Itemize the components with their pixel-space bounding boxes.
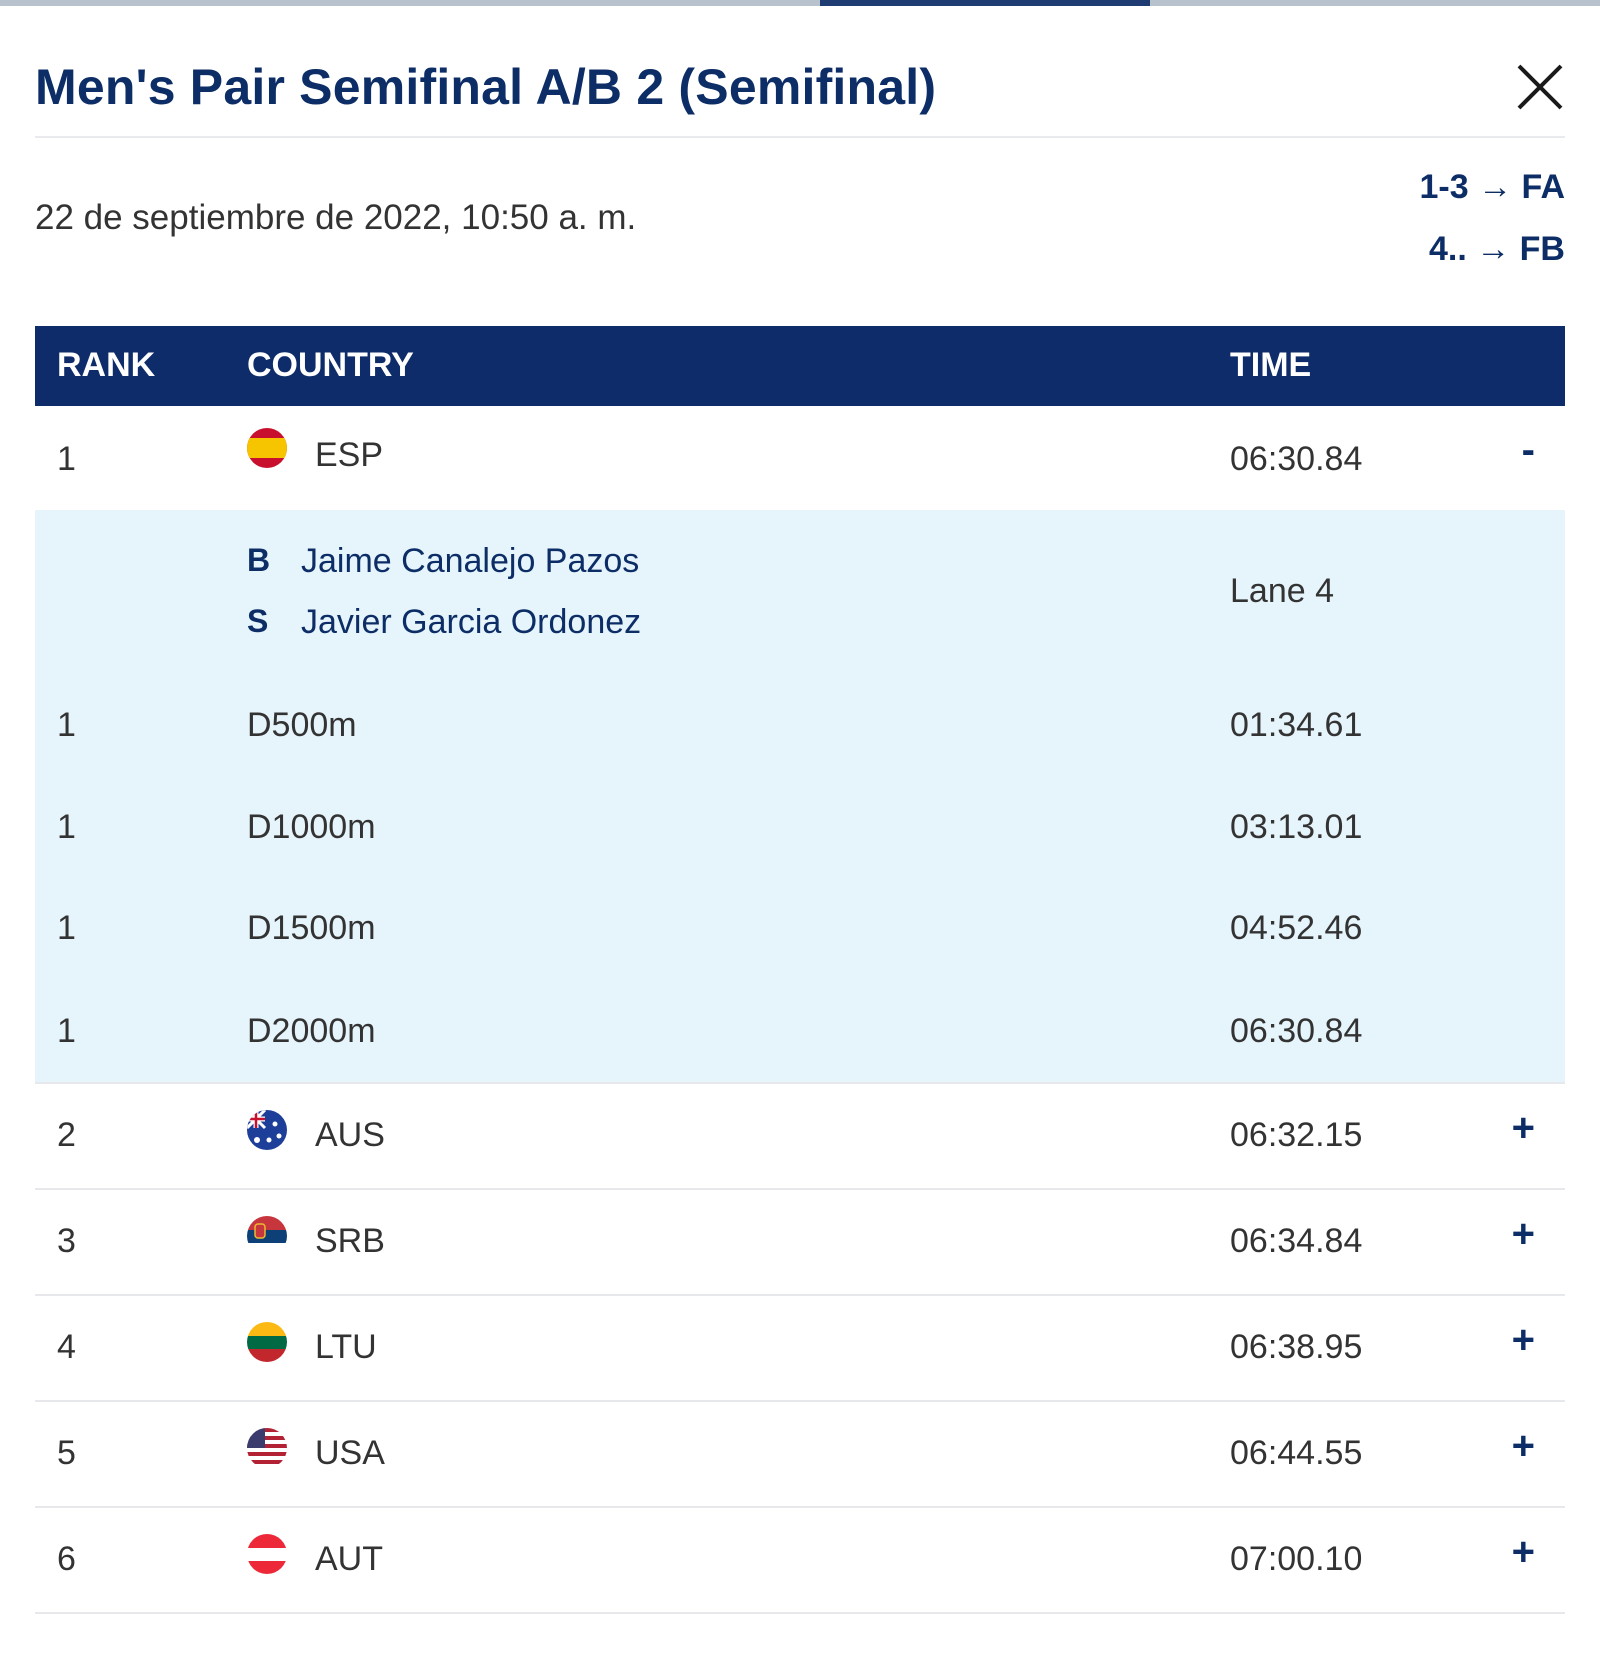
split-rank: 1: [57, 808, 76, 846]
rank-cell: 6: [57, 1540, 76, 1578]
split-rank: 1: [57, 706, 76, 744]
country-cell: AUT: [315, 1540, 383, 1578]
rank-cell: 3: [57, 1222, 76, 1260]
time-cell: 06:38.95: [1230, 1328, 1363, 1366]
expand-toggle[interactable]: +: [1511, 1530, 1535, 1574]
country-cell: SRB: [315, 1222, 385, 1260]
race-date: 22 de septiembre de 2022, 10:50 a. m.: [35, 198, 637, 237]
crew-name[interactable]: Jaime Canalejo Pazos: [301, 542, 640, 580]
expand-toggle[interactable]: +: [1511, 1106, 1535, 1150]
row-divider: [35, 1082, 1565, 1084]
row-divider: [35, 1188, 1565, 1190]
crew-role: B: [247, 542, 271, 578]
split-time: 04:52.46: [1230, 909, 1363, 947]
table-row[interactable]: 5 USA 06:44.55 +: [35, 1402, 1565, 1506]
table-header: RANK COUNTRY TIME: [35, 326, 1565, 406]
row-detail-panel: B Jaime Canalejo Pazos S Javier Garcia O…: [35, 510, 1565, 1082]
header-rank: RANK: [57, 346, 156, 384]
split-time: 06:30.84: [1230, 1012, 1363, 1050]
rank-cell: 4: [57, 1328, 76, 1366]
table-row[interactable]: 1 ESP 06:30.84 -: [35, 406, 1565, 510]
split-rank: 1: [57, 1012, 76, 1050]
top-page-bar-segment: [820, 0, 1150, 6]
expand-toggle[interactable]: +: [1511, 1212, 1535, 1256]
country-cell: ESP: [315, 436, 384, 474]
rank-cell: 5: [57, 1434, 76, 1472]
table-row[interactable]: 6 AUT 07:00.10 +: [35, 1508, 1565, 1612]
title-divider: [35, 136, 1565, 138]
row-divider: [35, 1400, 1565, 1402]
flag-ltu-icon: [247, 1322, 287, 1362]
split-distance: D1500m: [247, 909, 376, 947]
split-rank: 1: [57, 909, 76, 947]
row-divider: [35, 1612, 1565, 1614]
close-icon: [1517, 64, 1563, 110]
time-cell: 06:44.55: [1230, 1434, 1363, 1472]
table-row[interactable]: 2 AUS 06:32.15 +: [35, 1084, 1565, 1188]
split-distance: D500m: [247, 706, 357, 744]
flag-usa-icon: [247, 1428, 287, 1468]
lane-label: Lane 4: [1230, 572, 1334, 610]
split-time: 03:13.01: [1230, 808, 1363, 846]
top-page-bar: [0, 0, 1600, 6]
flag-esp-icon: [247, 428, 287, 468]
time-cell: 07:00.10: [1230, 1540, 1363, 1578]
rank-cell: 1: [57, 440, 76, 478]
split-time: 01:34.61: [1230, 706, 1363, 744]
country-cell: USA: [315, 1434, 385, 1472]
flag-aut-icon: [247, 1534, 287, 1574]
progression-rule-1: 1-3 → FA: [1419, 168, 1565, 206]
table-row[interactable]: 4 LTU 06:38.95 +: [35, 1296, 1565, 1400]
split-distance: D1000m: [247, 808, 376, 846]
progression-rule-2: 4.. → FB: [1428, 230, 1565, 268]
time-cell: 06:32.15: [1230, 1116, 1363, 1154]
modal-title: Men's Pair Semifinal A/B 2 (Semifinal): [35, 59, 937, 115]
header-time: TIME: [1230, 346, 1312, 384]
header-country: COUNTRY: [247, 346, 414, 384]
expand-toggle[interactable]: +: [1511, 1318, 1535, 1362]
flag-srb-icon: [247, 1216, 287, 1256]
flag-aus-icon: [247, 1110, 287, 1150]
rank-cell: 2: [57, 1116, 76, 1154]
row-divider: [35, 1506, 1565, 1508]
split-distance: D2000m: [247, 1012, 376, 1050]
table-row[interactable]: 3 SRB 06:34.84 +: [35, 1190, 1565, 1294]
expand-toggle[interactable]: +: [1511, 1424, 1535, 1468]
crew-role: S: [247, 603, 269, 639]
time-cell: 06:30.84: [1230, 440, 1363, 478]
country-cell: LTU: [315, 1328, 377, 1366]
close-button[interactable]: [1515, 62, 1565, 112]
collapse-toggle[interactable]: -: [1521, 428, 1535, 472]
time-cell: 06:34.84: [1230, 1222, 1363, 1260]
crew-name[interactable]: Javier Garcia Ordonez: [301, 603, 642, 641]
country-cell: AUS: [315, 1116, 385, 1154]
results-modal: Men's Pair Semifinal A/B 2 (Semifinal) 2…: [35, 0, 1565, 1659]
row-divider: [35, 1294, 1565, 1296]
